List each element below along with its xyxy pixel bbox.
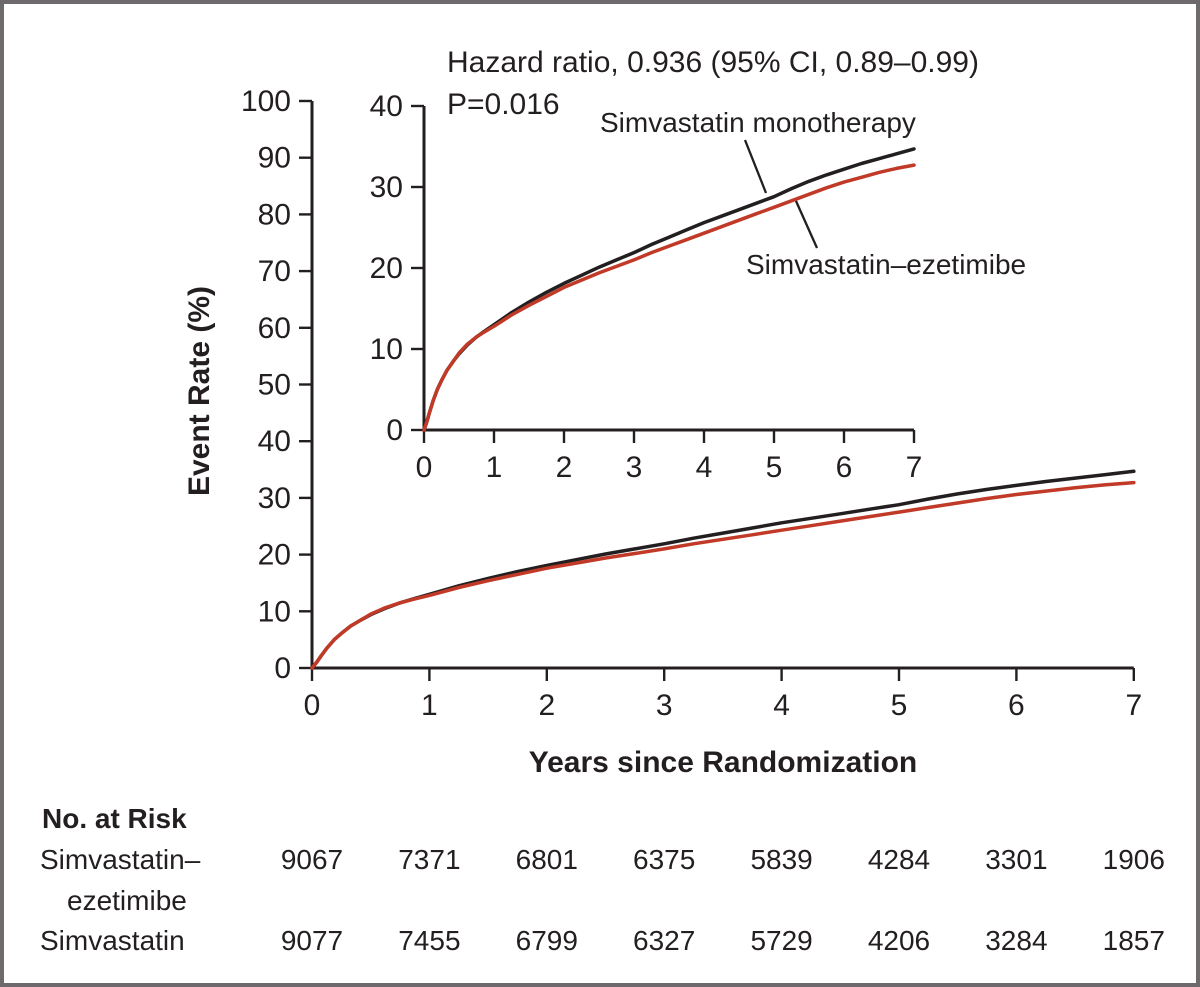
main-x-tick-label: 5 (891, 689, 908, 722)
risk-row-label-ezetimibe-line1: Simvastatin– (40, 844, 201, 875)
risk-row-label-ezetimibe-line2: ezetimibe (67, 885, 187, 916)
inset-x-tick-label: 4 (696, 451, 713, 484)
risk-value-r0-year2: 6801 (515, 844, 578, 875)
risk-row-label-simvastatin: Simvastatin (40, 925, 185, 956)
risk-value-r0-year1: 7371 (398, 844, 461, 875)
main-y-tick-label: 60 (258, 312, 291, 345)
main-y-tick-label: 0 (274, 652, 291, 685)
risk-value-r1-year4: 5729 (750, 925, 813, 956)
series-label-simvastatin-monotherapy: Simvastatin monotherapy (600, 107, 916, 138)
risk-value-r1-year1: 7455 (398, 925, 461, 956)
inset-simvastatin-monotherapy-curve (422, 147, 916, 432)
inset-x-tick-label: 6 (836, 451, 853, 484)
risk-value-r0-year0: 9067 (280, 844, 344, 875)
main-y-tick-label: 20 (258, 539, 291, 572)
inset-y-tick-label: 0 (386, 414, 403, 447)
risk-value-r1-year7: 1857 (1102, 925, 1165, 956)
main-y-tick-label: 70 (258, 255, 291, 288)
risk-value-r1-year3: 6327 (633, 925, 696, 956)
risk-value-r1-year2: 6799 (515, 925, 578, 956)
inset-x-tick-label: 7 (906, 451, 923, 484)
risk-value-r1-year5: 4206 (867, 925, 931, 956)
main-x-tick-label: 2 (538, 689, 555, 722)
main-simvastatin-ezetimibe-curve (310, 480, 1136, 670)
main-x-tick-label: 4 (773, 689, 790, 722)
inset-x-tick-label: 0 (416, 451, 433, 484)
main-y-tick-label: 100 (241, 85, 291, 118)
main-x-tick-label: 1 (421, 689, 438, 722)
main-y-tick-label: 10 (258, 595, 291, 628)
main-x-tick-label: 6 (1008, 689, 1025, 722)
y-axis-title: Event Rate (%) (183, 285, 216, 497)
risk-value-r1-year6: 3284 (985, 925, 1048, 956)
risk-value-r0-year3: 6375 (633, 844, 696, 875)
monotherapy-leader-line (743, 139, 768, 194)
x-axis-title: Years since Randomization (528, 746, 918, 779)
main-y-tick-label: 50 (258, 369, 291, 402)
risk-table-title: No. at Risk (42, 803, 187, 834)
main-x-tick-label: 0 (304, 689, 321, 722)
inset-y-tick-label: 10 (370, 333, 403, 366)
hazard-ratio-annotation: Hazard ratio, 0.936 (95% CI, 0.89–0.99) (447, 46, 979, 79)
risk-value-r0-year4: 5839 (750, 844, 813, 875)
risk-value-r0-year7: 1906 (1102, 844, 1165, 875)
main-y-tick-label: 80 (258, 198, 291, 231)
ezetimibe-leader-line (794, 200, 819, 249)
series-label-simvastatin-ezetimibe: Simvastatin–ezetimibe (746, 249, 1027, 280)
main-y-tick-label: 30 (258, 482, 291, 515)
main-simvastatin-monotherapy-curve (310, 469, 1136, 670)
p-value-annotation: P=0.016 (447, 88, 560, 121)
risk-value-r0-year6: 3301 (985, 844, 1048, 875)
risk-value-r0-year5: 4284 (867, 844, 931, 875)
inset-x-tick-label: 2 (556, 451, 573, 484)
inset-x-tick-label: 3 (626, 451, 643, 484)
inset-x-tick-label: 5 (766, 451, 783, 484)
inset-simvastatin-ezetimibe-curve (422, 163, 916, 432)
inset-y-tick-label: 30 (370, 171, 403, 204)
main-x-tick-label: 7 (1125, 689, 1142, 722)
main-y-tick-label: 40 (258, 425, 291, 458)
inset-y-tick-label: 40 (370, 90, 403, 123)
main-x-tick-label: 3 (656, 689, 673, 722)
inset-x-tick-label: 1 (486, 451, 503, 484)
risk-value-r1-year0: 9077 (280, 925, 344, 956)
inset-y-tick-label: 20 (370, 252, 403, 285)
main-y-tick-label: 90 (258, 142, 291, 175)
